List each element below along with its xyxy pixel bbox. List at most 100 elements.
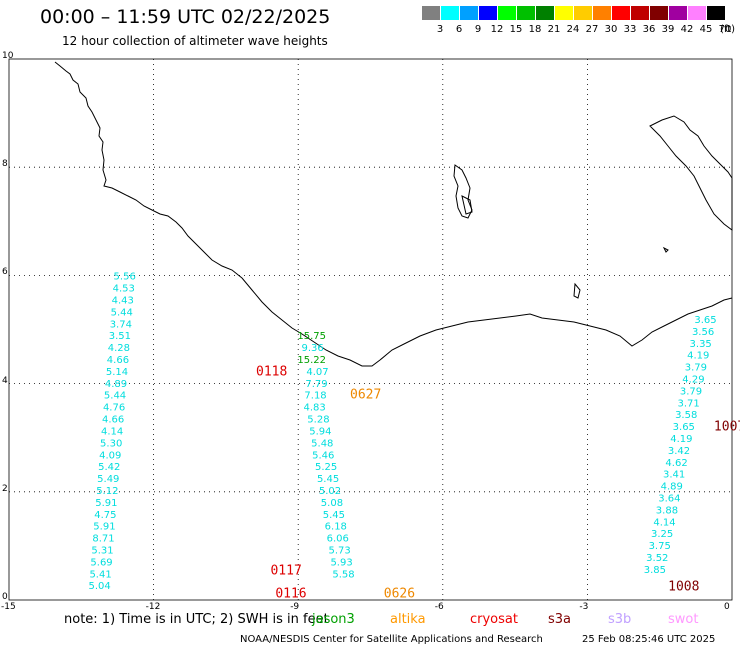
wave-height-label: 4.66	[107, 355, 129, 366]
wave-height-label: 5.45	[317, 474, 339, 485]
pass-time-label: 0118	[256, 364, 287, 379]
color-scale-swatch	[593, 6, 611, 20]
wave-height-label: 5.31	[91, 545, 113, 556]
wave-height-label: 4.53	[113, 284, 135, 295]
wave-height-label: 5.42	[98, 462, 120, 473]
wave-height-label: 3.79	[680, 386, 702, 397]
satellite-legend-item: jason3	[312, 612, 355, 627]
pass-time-label: 0116	[275, 586, 306, 601]
y-tick-label: 4	[2, 375, 8, 386]
x-tick-label: -12	[145, 602, 161, 612]
wave-height-label: 6.06	[327, 534, 349, 545]
color-scale-unit: (ft)	[720, 24, 736, 35]
wave-height-label: 5.49	[97, 474, 119, 485]
wave-height-label: 4.66	[102, 415, 124, 426]
wave-height-label: 3.74	[110, 319, 132, 330]
satellite-legend-item: s3a	[548, 612, 572, 627]
credit-text: NOAA/NESDIS Center for Satellite Applica…	[240, 634, 543, 645]
color-scale-swatch	[536, 6, 554, 20]
wave-height-label: 5.45	[323, 510, 345, 521]
wave-height-label: 5.44	[104, 391, 126, 402]
pass-time-label: 1007	[714, 420, 740, 435]
pass-time-label: 0627	[350, 388, 381, 403]
wave-height-label: 5.58	[332, 569, 354, 580]
island-outline	[461, 195, 473, 215]
wave-height-label: 5.04	[88, 581, 110, 592]
wave-height-label: 5.12	[96, 486, 118, 497]
wave-height-label: 3.42	[668, 446, 690, 457]
wave-height-label: 4.07	[306, 367, 328, 378]
wave-height-label: 5.08	[321, 498, 343, 509]
satellite-legend-item: cryosat	[470, 612, 518, 627]
wave-height-label: 3.25	[651, 529, 673, 540]
wave-height-label: 3.51	[109, 331, 131, 342]
color-scale-swatch	[650, 6, 668, 20]
x-tick-label: 0	[724, 602, 730, 612]
wave-height-label: 5.69	[90, 557, 112, 568]
footnote: note: 1) Time is in UTC; 2) SWH is in fe…	[64, 612, 329, 627]
wave-height-label: 4.43	[112, 296, 134, 307]
wave-height-label: 4.29	[682, 375, 704, 386]
wave-height-label: 3.65	[673, 422, 695, 433]
wave-height-label: 5.44	[111, 307, 133, 318]
wave-height-label: 5.02	[319, 486, 341, 497]
y-tick-label: 0	[2, 592, 8, 602]
wave-height-label: 4.14	[101, 426, 123, 437]
color-scale-swatch	[631, 6, 649, 20]
wave-height-label: 7.79	[305, 379, 327, 390]
color-scale-swatch	[422, 6, 440, 20]
wave-height-label: 4.89	[105, 379, 127, 390]
color-scale-label: 27	[585, 24, 599, 35]
wave-height-label: 3.75	[649, 541, 671, 552]
wave-height-label: 4.19	[670, 434, 692, 445]
color-scale-label: 3	[436, 24, 444, 35]
wave-height-label: 5.30	[100, 438, 122, 449]
wave-height-label: 4.62	[665, 458, 687, 469]
color-scale-label: 33	[623, 24, 637, 35]
color-scale-label: 21	[547, 24, 561, 35]
wave-height-label: 3.56	[692, 327, 714, 338]
wave-height-label: 5.25	[315, 462, 337, 473]
wave-height-label: 15.75	[297, 331, 326, 342]
wave-height-label: 3.79	[685, 363, 707, 374]
page-subtitle: 12 hour collection of altimeter wave hei…	[62, 34, 328, 48]
island-outline	[573, 282, 581, 299]
color-scale-label: 9	[474, 24, 482, 35]
wave-height-label: 5.28	[307, 415, 329, 426]
color-scale-label: 12	[490, 24, 504, 35]
x-tick-label: -15	[1, 602, 16, 612]
y-tick-label: 2	[2, 483, 8, 494]
wave-height-label: 5.56	[114, 272, 136, 283]
wave-height-label: 4.14	[653, 517, 675, 528]
wave-height-label: 4.83	[303, 403, 325, 414]
map-frame	[8, 58, 733, 601]
wave-height-label: 15.22	[297, 355, 326, 366]
x-tick-label: -3	[579, 602, 589, 612]
color-scale-swatch	[669, 6, 687, 20]
x-tick-label: -6	[434, 602, 444, 612]
wave-height-label: 4.09	[99, 450, 121, 461]
pass-time-label: 1008	[668, 579, 699, 594]
y-tick-label: 6	[2, 267, 8, 278]
color-scale-label: 42	[680, 24, 694, 35]
color-scale-label: 45	[699, 24, 713, 35]
wave-height-label: 5.91	[95, 498, 117, 509]
color-scale-swatch	[574, 6, 592, 20]
color-scale-label: 30	[604, 24, 618, 35]
y-tick-label: 10	[2, 51, 14, 61]
pass-time-label: 0117	[270, 564, 301, 579]
color-scale-label: 15	[509, 24, 523, 35]
color-scale-swatch	[441, 6, 459, 20]
wave-height-label: 7.18	[304, 391, 326, 402]
wave-height-label: 5.14	[106, 367, 128, 378]
page-title: 00:00 – 11:59 UTC 02/22/2025	[40, 6, 331, 28]
wave-height-label: 4.89	[661, 482, 683, 493]
x-tick-label: -9	[290, 602, 300, 612]
island-outline	[649, 115, 733, 231]
color-scale-label: 70	[718, 24, 732, 35]
color-scale-swatch	[688, 6, 706, 20]
wave-height-label: 3.88	[656, 505, 678, 516]
color-scale-swatch	[517, 6, 535, 20]
color-scale-swatch	[555, 6, 573, 20]
